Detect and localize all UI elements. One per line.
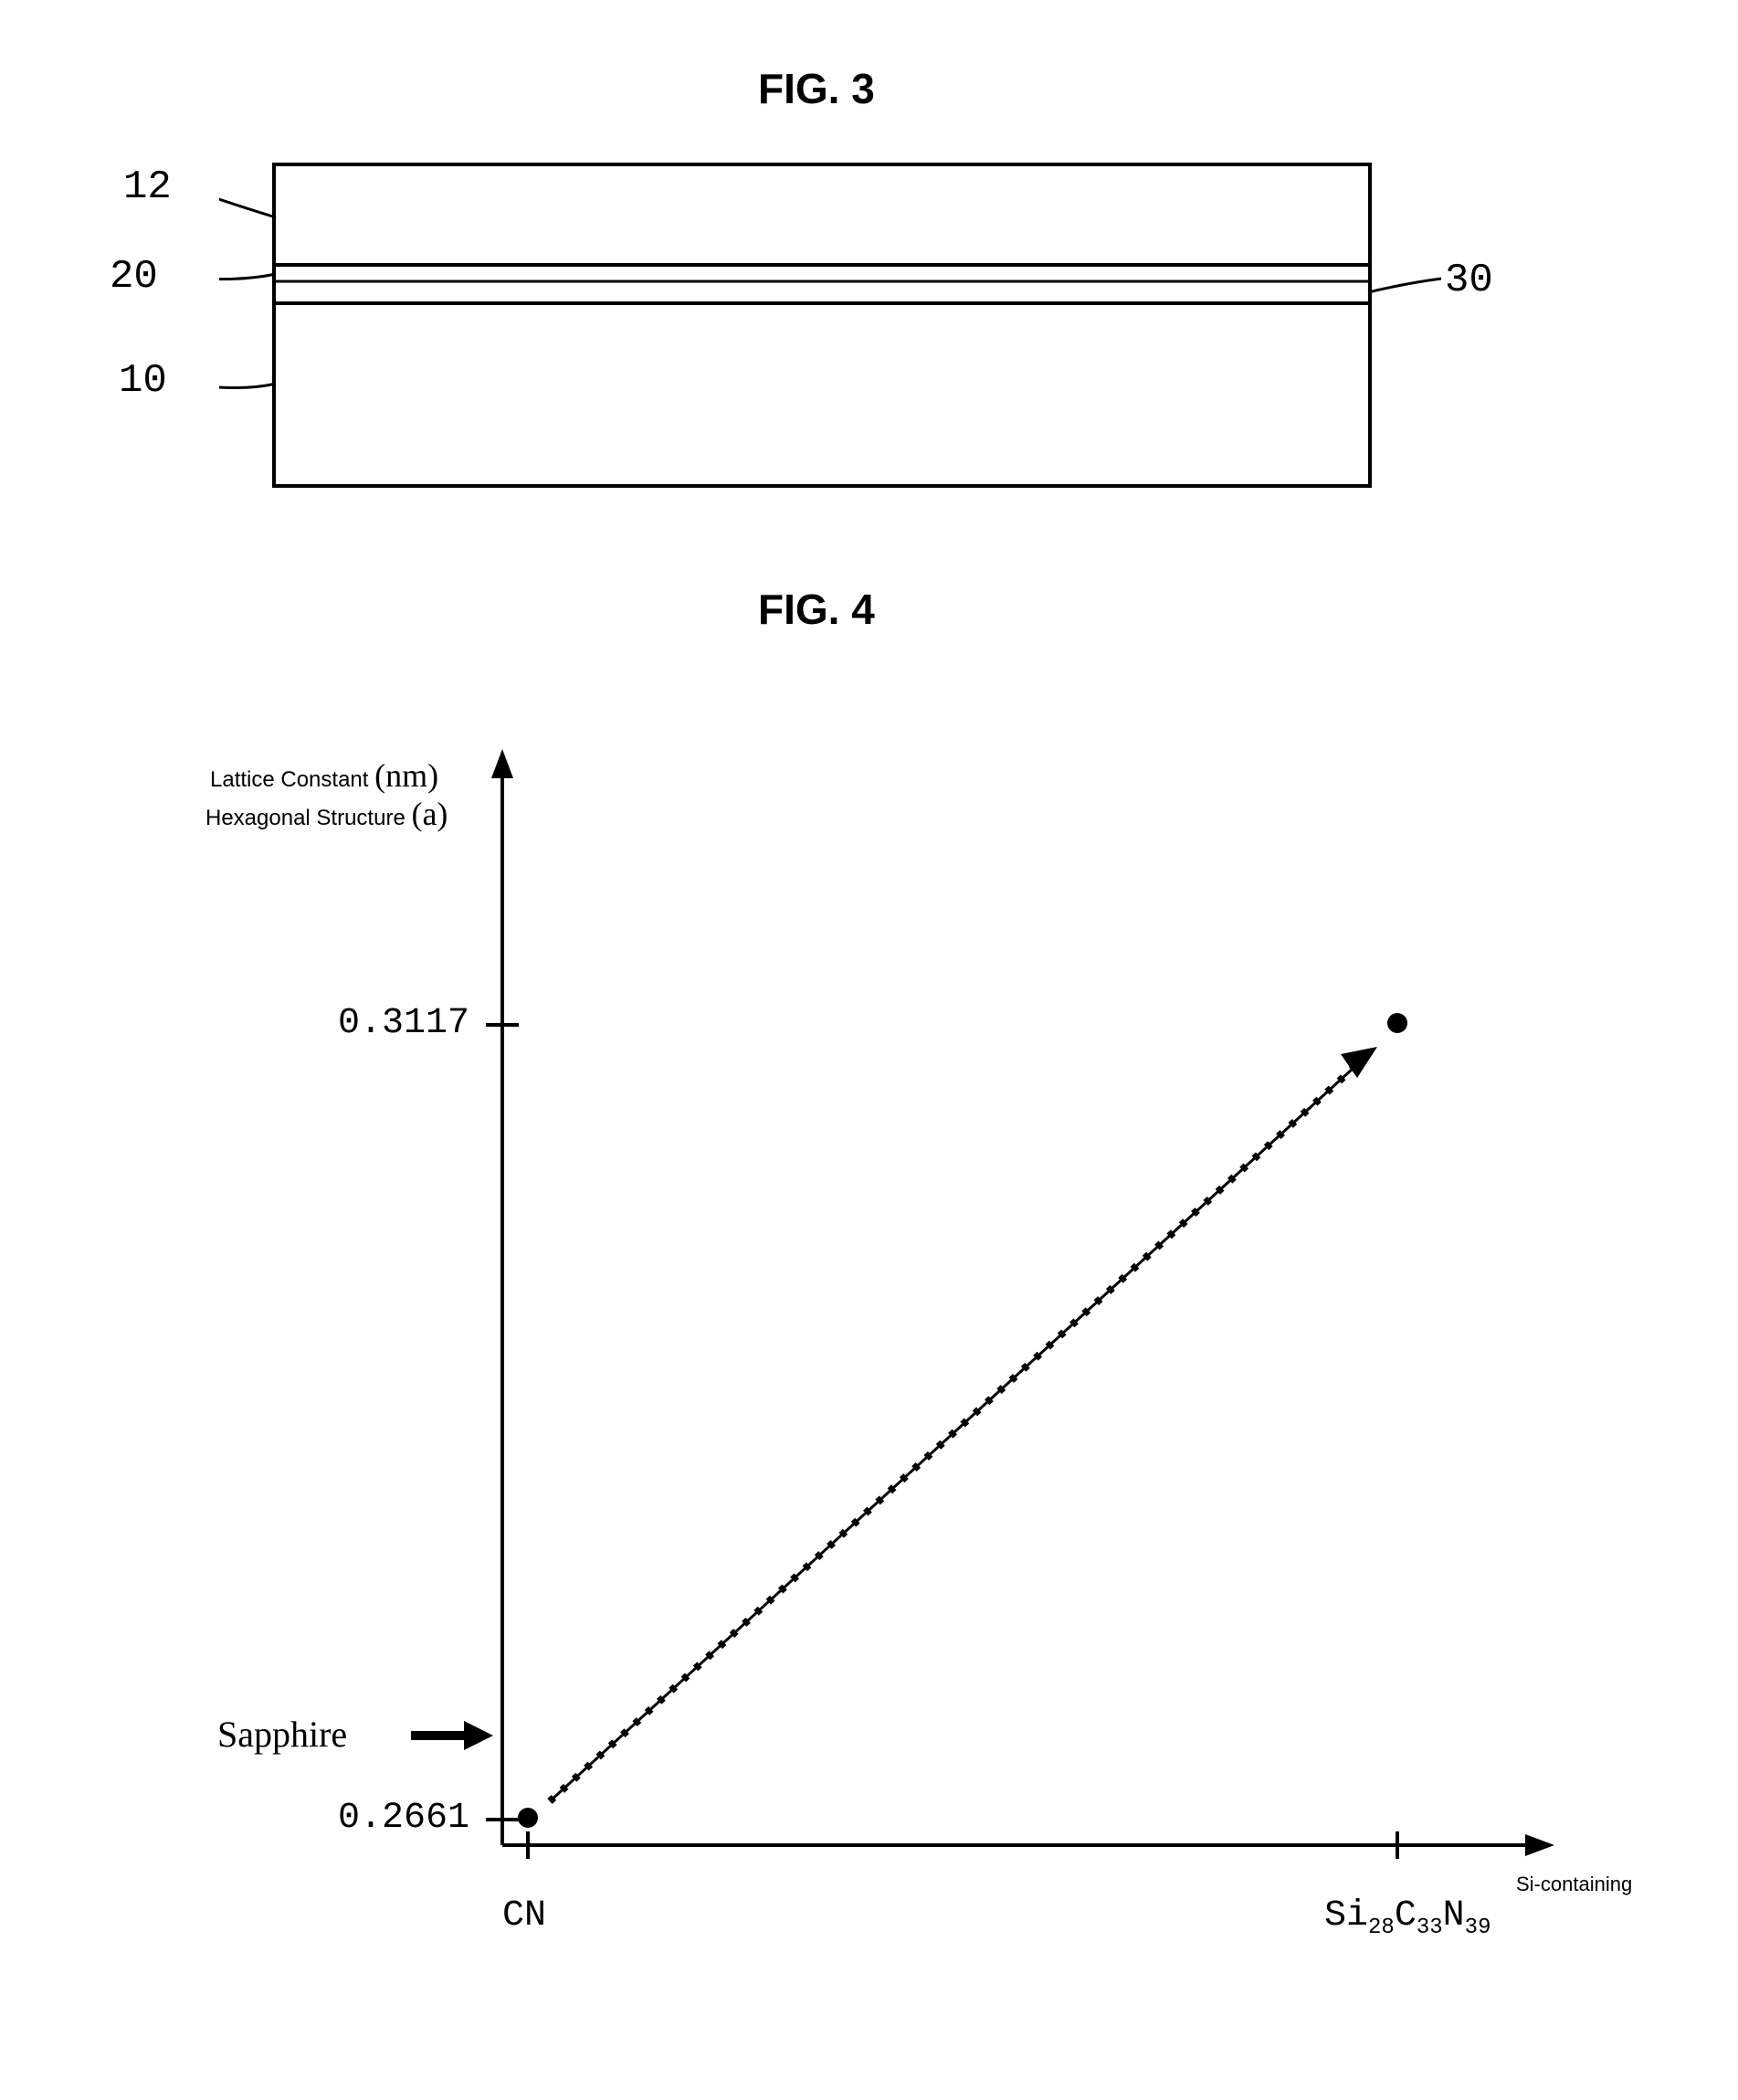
fig3-leader-30 — [1368, 279, 1441, 292]
fig4-formula-sub1: 28 — [1368, 1915, 1395, 1940]
fig4-point-2 — [1387, 1013, 1407, 1033]
fig4-formula-sub3: 39 — [1465, 1915, 1491, 1940]
page: FIG. 3 12 20 10 30 FIG. 4 — [0, 0, 1738, 2100]
fig4-ylabel2-text: Hexagonal Structure — [205, 806, 406, 830]
fig4-ylabel-line2: Hexagonal Structure (a) — [205, 795, 448, 833]
fig4-point-1 — [518, 1808, 538, 1828]
fig4-y-arrowhead — [491, 749, 513, 778]
fig4-chart: Lattice Constant (nm) Hexagonal Structur… — [110, 694, 1617, 1973]
fig3-label-12: 12 — [123, 164, 172, 210]
fig4-ylabel1-text: Lattice Constant — [210, 767, 368, 792]
fig4-title: FIG. 4 — [758, 585, 875, 634]
fig4-formula-sub2: 33 — [1417, 1915, 1443, 1940]
fig3-leader-12 — [219, 187, 276, 217]
fig4-xaxis-label: Si-containing — [1516, 1873, 1632, 1896]
fig3-svg — [219, 155, 1443, 502]
fig4-ylabel-line1: Lattice Constant (nm) — [210, 756, 438, 795]
fig4-sapphire-label: Sapphire — [217, 1713, 347, 1756]
fig4-formula-c: C — [1395, 1895, 1417, 1936]
fig3-label-30: 30 — [1445, 258, 1493, 303]
fig4-formula-si: Si — [1324, 1895, 1368, 1936]
fig4-sapphire-arrowhead — [464, 1721, 493, 1750]
fig4-x-arrowhead — [1525, 1834, 1554, 1856]
fig3-title: FIG. 3 — [758, 64, 875, 113]
fig4-xtick-left-label: CN — [502, 1895, 546, 1936]
fig3-label-10: 10 — [119, 358, 167, 404]
fig3-leader-20 — [219, 274, 276, 280]
fig3-diagram: 12 20 10 30 — [219, 155, 1443, 502]
fig3-label-20: 20 — [110, 254, 158, 300]
fig4-ytick-upper-label: 0.3117 — [338, 1003, 469, 1044]
fig4-ytick-lower-label: 0.2661 — [338, 1798, 469, 1839]
fig3-outer-box — [274, 164, 1370, 486]
fig4-formula-n: N — [1443, 1895, 1465, 1936]
fig3-leader-10 — [219, 382, 276, 388]
fig4-svg — [110, 694, 1617, 1973]
fig4-xtick-right-label: Si28C33N39 — [1324, 1895, 1490, 1940]
fig4-trend-line-2 — [550, 1060, 1363, 1801]
